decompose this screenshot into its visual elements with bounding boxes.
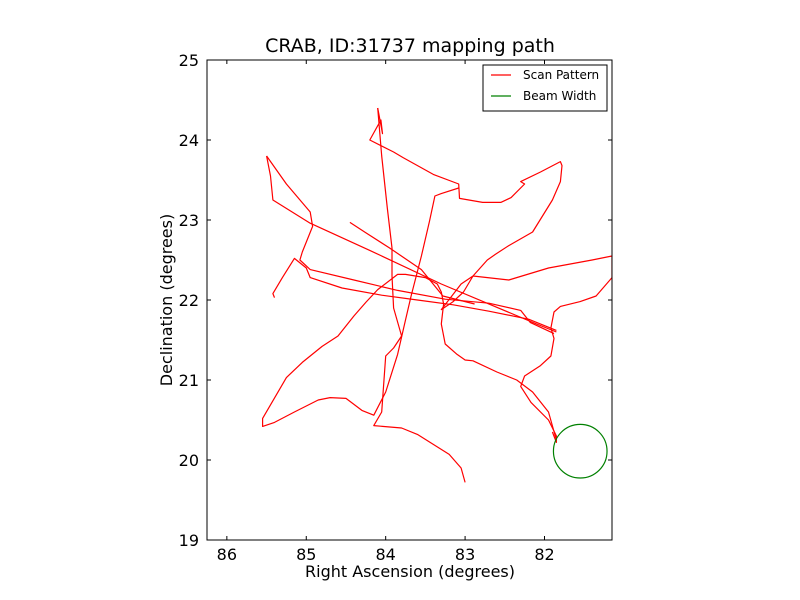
plot-area <box>262 107 612 483</box>
y-tick-label: 25 <box>179 51 199 70</box>
x-tick-label: 83 <box>455 545 475 564</box>
y-tick-label: 23 <box>179 211 199 230</box>
legend-label: Beam Width <box>523 89 596 103</box>
scan-pattern-line-4 <box>373 107 466 483</box>
legend-label: Scan Pattern <box>523 68 599 82</box>
beam-width-circle <box>552 423 608 479</box>
y-tick-label: 19 <box>179 531 199 550</box>
legend: Scan Pattern Beam Width <box>482 64 608 112</box>
y-tick-label: 21 <box>179 371 199 390</box>
x-tick-label: 85 <box>296 545 316 564</box>
x-tick-label: 82 <box>534 545 554 564</box>
scan-pattern-line-0 <box>369 107 612 443</box>
x-tick-label: 86 <box>217 545 237 564</box>
y-tick-label: 22 <box>179 291 199 310</box>
scan-pattern-line-5 <box>262 187 557 441</box>
y-tick-label: 24 <box>179 131 199 150</box>
y-axis-title: Declination (degrees) <box>157 214 176 386</box>
x-tick-label: 84 <box>375 545 395 564</box>
axis-ticks: 86 85 84 83 82 19 20 21 22 23 24 25 <box>179 51 612 564</box>
scan-pattern-line-2 <box>266 155 555 335</box>
scan-pattern-line-6 <box>349 221 475 305</box>
legend-box <box>482 64 608 112</box>
chart-title: CRAB, ID:31737 mapping path <box>265 35 555 57</box>
y-tick-label: 20 <box>179 451 199 470</box>
x-axis-title: Right Ascension (degrees) <box>305 562 515 581</box>
scan-pattern-line-3 <box>272 257 557 331</box>
